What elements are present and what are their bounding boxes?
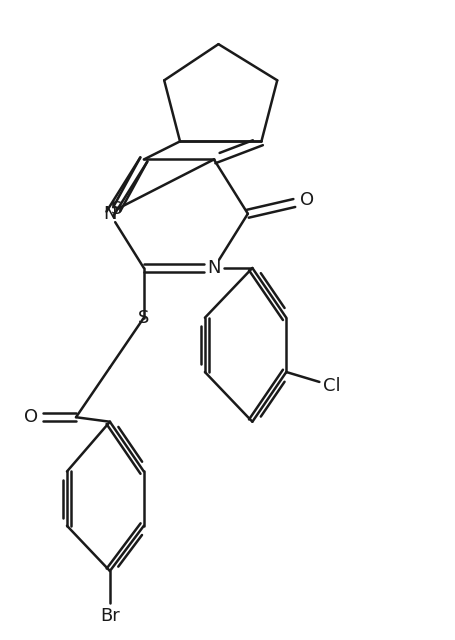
Text: O: O	[24, 408, 38, 426]
Text: S: S	[111, 200, 122, 218]
Text: N: N	[207, 259, 221, 277]
Text: Cl: Cl	[323, 376, 340, 395]
Text: O: O	[299, 191, 313, 209]
Text: N: N	[103, 205, 116, 223]
Text: Br: Br	[100, 607, 120, 625]
Text: S: S	[138, 308, 150, 327]
